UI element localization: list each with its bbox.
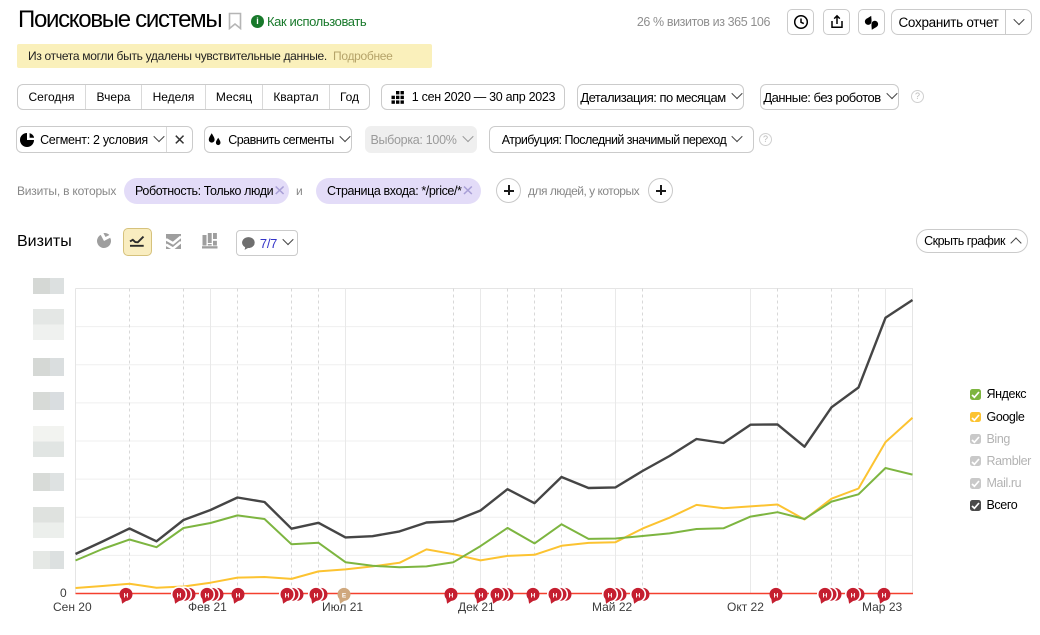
svg-text:Н: Н: [608, 592, 613, 599]
svg-text:Н: Н: [495, 592, 500, 599]
svg-text:Н: Н: [479, 592, 484, 599]
svg-text:Н: Н: [449, 592, 454, 599]
svg-text:Н: Н: [531, 592, 536, 599]
svg-text:Н: Н: [882, 592, 887, 599]
svg-text:Н: Н: [205, 592, 210, 599]
svg-text:Н: Н: [314, 592, 319, 599]
svg-text:Н: Н: [851, 592, 856, 599]
svg-text:Н: Н: [636, 592, 641, 599]
svg-text:Н: Н: [774, 592, 779, 599]
svg-text:Н: Н: [236, 592, 241, 599]
svg-text:Н: Н: [553, 592, 558, 599]
svg-text:Н: Н: [823, 592, 828, 599]
svg-text:Е: Е: [342, 592, 347, 599]
svg-text:Н: Н: [177, 592, 182, 599]
svg-text:Н: Н: [285, 592, 290, 599]
svg-text:Н: Н: [124, 592, 129, 599]
